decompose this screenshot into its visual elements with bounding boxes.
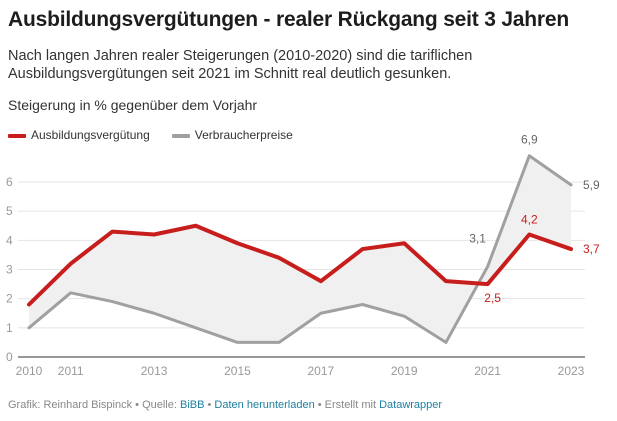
- legend-item-verbraucherpreise: Verbraucherpreise: [171, 128, 293, 142]
- x-tick-label: 2010: [16, 364, 43, 378]
- legend: Ausbildungsvergütung Verbraucherpreise: [8, 128, 293, 142]
- x-tick-label: 2011: [58, 364, 84, 378]
- x-tick-label: 2019: [391, 364, 418, 378]
- separator: • Erstellt mit: [314, 399, 380, 411]
- series-line-verbraucherpreise: [27, 154, 573, 344]
- legend-swatch: [171, 133, 190, 138]
- y-tick-label: 4: [6, 233, 13, 247]
- download-link[interactable]: Daten herunterladen: [214, 399, 315, 411]
- data-label: 6,9: [521, 133, 538, 147]
- data-label: 2,5: [484, 291, 501, 305]
- chart-description: Nach langen Jahren realer Steigerungen (…: [8, 48, 473, 82]
- y-tick-label: 5: [6, 204, 13, 218]
- area-between-series: [29, 155, 571, 343]
- x-tick-label: 2021: [474, 364, 501, 378]
- y-tick-label: 1: [6, 321, 13, 335]
- x-tick-label: 2015: [224, 364, 251, 378]
- y-tick-label: 6: [6, 175, 13, 189]
- legend-swatch: [8, 133, 26, 138]
- series-line-ausbildungsverguetung: [27, 223, 573, 307]
- x-tick-label: 2013: [141, 364, 168, 378]
- source-link[interactable]: BiBB: [179, 399, 205, 411]
- y-tick-label: 2: [6, 292, 13, 306]
- x-tick-label: 2023: [558, 364, 585, 378]
- separator: •: [204, 399, 215, 411]
- legend-label: Ausbildungsvergütung: [31, 128, 150, 142]
- legend-item-ausbildung: Ausbildungsvergütung: [8, 128, 150, 142]
- credit: Grafik: Reinhard Bispinck • Quelle:: [8, 399, 180, 411]
- y-tick-label: 3: [6, 262, 13, 276]
- y-tick-label: 0: [6, 350, 13, 364]
- datawrapper-link[interactable]: Datawrapper: [379, 399, 443, 411]
- footer: Grafik: Reinhard Bispinck • Quelle: BiBB…: [8, 399, 442, 411]
- data-label: 3,1: [469, 232, 486, 246]
- x-tick-label: 2017: [307, 364, 334, 378]
- chart-title: Ausbildungsvergütungen - realer Rückgang…: [8, 8, 569, 31]
- legend-label: Verbraucherpreise: [194, 128, 293, 142]
- data-label: 5,9: [583, 178, 600, 192]
- data-label: 3,7: [583, 242, 600, 256]
- chart-subtitle: Steigerung in % gegenüber dem Vorjahr: [8, 97, 258, 113]
- data-label: 4,2: [521, 212, 538, 226]
